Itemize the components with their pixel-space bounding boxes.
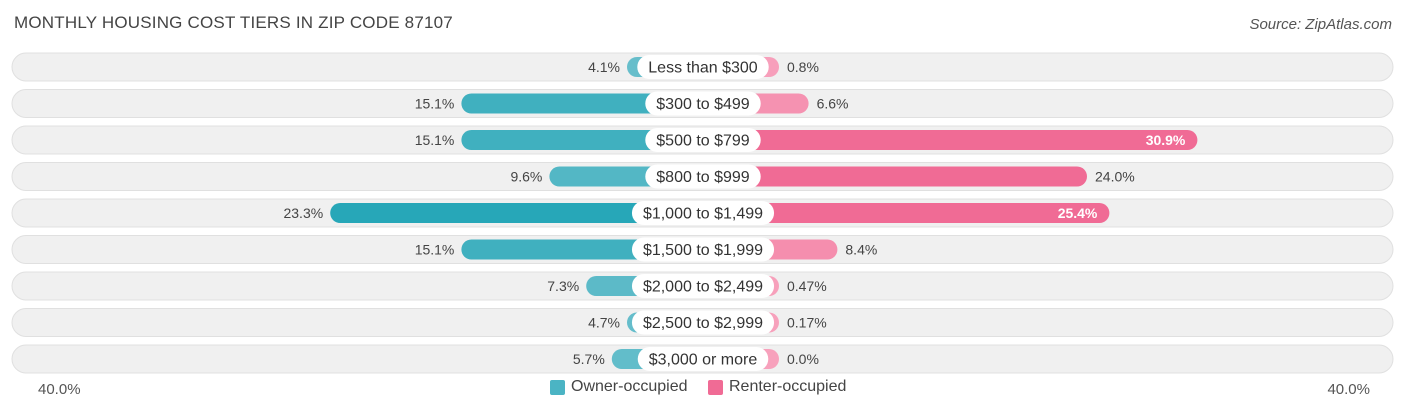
chart-row: 23.3% 25.4% $1,000 to $1,499 xyxy=(11,198,1394,228)
category-label: $800 to $999 xyxy=(656,169,750,186)
owner-value-label: 23.3% xyxy=(283,205,323,221)
category-label: $300 to $499 xyxy=(656,96,750,113)
owner-value-label: 4.7% xyxy=(588,315,620,331)
category-label: Less than $300 xyxy=(648,60,758,77)
legend-renter-swatch xyxy=(708,379,723,395)
renter-bar xyxy=(703,166,1087,187)
legend-owner: Owner-occupied xyxy=(550,378,688,396)
owner-bar xyxy=(330,203,703,223)
category-label: $1,000 to $1,499 xyxy=(643,206,763,223)
legend-renter: Renter-occupied xyxy=(708,378,846,396)
category-label-pill xyxy=(645,128,761,152)
category-label-pill xyxy=(631,237,775,262)
owner-bar xyxy=(461,93,703,114)
category-label: $1,500 to $1,999 xyxy=(643,242,763,259)
owner-value-label: 9.6% xyxy=(510,169,542,185)
chart-row: 4.7% 0.17% $2,500 to $2,999 xyxy=(11,308,1394,337)
category-label-pill xyxy=(645,91,761,116)
category-label: $3,000 or more xyxy=(649,352,758,369)
chart-source: Source: ZipAtlas.com xyxy=(1249,16,1392,33)
chart-row: 9.6% 24.0% $800 to $999 xyxy=(11,162,1394,191)
right-axis-label: 40.0% xyxy=(1327,381,1370,398)
chart-row: 7.3% 0.47% $2,000 to $2,499 xyxy=(11,271,1394,301)
category-label: $500 to $799 xyxy=(656,133,750,150)
renter-bar xyxy=(703,130,1198,150)
legend-renter-label: Renter-occupied xyxy=(729,378,847,395)
owner-value-label: 7.3% xyxy=(547,278,579,294)
left-axis-label: 40.0% xyxy=(38,381,81,398)
renter-value-label: 0.47% xyxy=(787,278,827,294)
category-label-pill xyxy=(631,310,775,335)
category-label-pill xyxy=(631,201,775,225)
renter-value-label: 6.6% xyxy=(817,96,849,112)
renter-value-label: 30.9% xyxy=(1146,132,1186,148)
legend-owner-label: Owner-occupied xyxy=(571,378,688,395)
category-label: $2,500 to $2,999 xyxy=(643,315,763,332)
owner-value-label: 15.1% xyxy=(415,96,455,112)
renter-bar xyxy=(703,203,1110,223)
category-label-pill xyxy=(631,274,775,298)
chart-row: 4.1% 0.8% Less than $300 xyxy=(11,52,1394,82)
owner-bar xyxy=(461,130,703,150)
renter-value-label: 8.4% xyxy=(845,242,877,258)
chart-title: MONTHLY HOUSING COST TIERS IN ZIP CODE 8… xyxy=(14,13,453,32)
renter-value-label: 0.8% xyxy=(787,59,819,75)
renter-value-label: 0.0% xyxy=(787,351,819,367)
chart-row: 15.1% 30.9% $500 to $799 xyxy=(11,125,1394,155)
renter-value-label: 25.4% xyxy=(1058,205,1098,221)
owner-value-label: 5.7% xyxy=(573,351,605,367)
legend-owner-swatch xyxy=(550,379,565,395)
legend: Owner-occupied Renter-occupied xyxy=(0,378,1406,400)
owner-value-label: 15.1% xyxy=(415,132,455,148)
owner-value-label: 4.1% xyxy=(588,59,620,75)
category-label: $2,000 to $2,499 xyxy=(643,279,763,296)
chart-row: 5.7% 0.0% $3,000 or more xyxy=(11,344,1394,374)
renter-value-label: 0.17% xyxy=(787,315,827,331)
chart-row: 15.1% 8.4% $1,500 to $1,999 xyxy=(11,235,1394,264)
owner-value-label: 15.1% xyxy=(415,242,455,258)
renter-value-label: 24.0% xyxy=(1095,169,1135,185)
category-label-pill xyxy=(645,164,761,189)
chart-row: 15.1% 6.6% $300 to $499 xyxy=(11,89,1394,118)
category-label-pill xyxy=(637,347,769,371)
category-label-pill xyxy=(637,55,769,79)
